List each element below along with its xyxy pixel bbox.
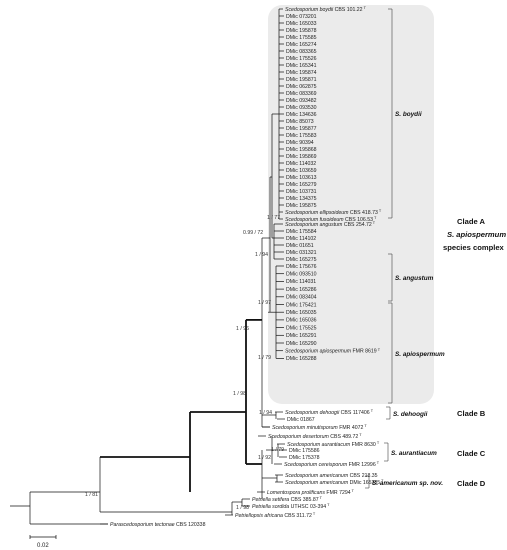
clade-label-apiospermum: S. apiospermum — [395, 351, 445, 358]
support-value: 0.99 / 72 — [243, 230, 263, 236]
tip-label: DMic 114031 — [286, 279, 316, 285]
tip-label: DMic 175586 — [289, 448, 320, 454]
scale-bar-label: 0.02 — [37, 543, 49, 549]
tip-label: Scedosporium fusoideum CBS 106.53 T — [285, 216, 377, 223]
tip-label: DMic 165033 — [286, 21, 317, 27]
tip-label: Scedosporium apiospermum FMR 8619 T — [285, 348, 381, 355]
clade-label-aurantiacum: S. aurantiacum — [391, 450, 437, 457]
tip-label: DMic 073201 — [286, 14, 317, 20]
tip-label: DMic 165288 — [286, 356, 317, 362]
clade-label-boydii: S. boydii — [395, 111, 422, 118]
support-value: 1 / 79 — [271, 447, 284, 453]
tip-label: Scedosporium americanum CBS 218.35 — [285, 473, 378, 479]
tip-label: Scedosporium desertorum CBS 489.72 T — [268, 433, 362, 440]
tip-label: DMic 165275 — [286, 257, 317, 263]
tip-label: DMic 195875 — [286, 203, 317, 209]
tip-label: DMic 165035 — [286, 310, 317, 316]
clade-group-d: Clade D — [457, 479, 486, 488]
tip-label: DMic 093530 — [286, 105, 317, 111]
tip-label: DMic 01651 — [286, 243, 314, 249]
tip-label: DMic 165036 — [286, 318, 317, 324]
clade-label-angustum: S. angustum — [395, 275, 434, 282]
tip-label: Petriella sordida UTHSC 03-394 T — [252, 503, 330, 510]
support-values: 1 / 77 0.99 / 72 1 / 94 1 / 97 1 / 96 1 … — [85, 215, 284, 511]
tip-label: DMic 175583 — [286, 133, 317, 139]
tree-branches — [10, 8, 287, 525]
tip-label: DMic 134636 — [286, 112, 317, 118]
support-value: 1 / 94 — [259, 410, 272, 416]
tip-label: DMic 062875 — [286, 84, 317, 90]
support-value: 1 / 79 — [258, 355, 271, 361]
tip-label: DMic 114102 — [286, 236, 316, 242]
tip-label: DMic 083369 — [286, 91, 317, 97]
tip-label: DMic 175378 — [289, 455, 320, 461]
tip-label: DMic 103731 — [286, 189, 317, 195]
tip-label: DMic 175525 — [286, 325, 317, 331]
clade-group-b: Clade B — [457, 409, 486, 418]
tip-label: DMic 195878 — [286, 28, 317, 34]
tip-label: DMic 103659 — [286, 168, 317, 174]
tip-label: DMic 165341 — [286, 63, 317, 69]
tip-label: DMic 85073 — [286, 119, 314, 125]
tip-label: DMic 175421 — [286, 302, 317, 308]
tip-label: DMic 175676 — [286, 264, 317, 270]
support-value: 1 / 98 — [236, 505, 249, 511]
clade-group-a: Clade A — [457, 217, 486, 226]
support-value: 1 / 77 — [267, 215, 280, 221]
tip-label: DMic 083365 — [286, 49, 317, 55]
tip-label: DMic 175526 — [286, 56, 317, 62]
clade-label-dehoogii: S. dehoogii — [393, 411, 428, 418]
tip-label: DMic 103613 — [286, 175, 317, 181]
tip-label: DMic 195868 — [286, 147, 317, 153]
tip-label: DMic 01867 — [287, 417, 315, 423]
tip-label: DMic 165274 — [286, 42, 317, 48]
tip-label: DMic 195869 — [286, 154, 317, 160]
tip-label: Scedosporium boydii CBS 101.22 T — [285, 6, 367, 13]
tip-label: DMic 093482 — [286, 98, 317, 104]
tip-label: DMic 195877 — [286, 126, 317, 132]
tip-label: Parascedosporium tectonae CBS 120338 — [110, 522, 206, 528]
clade-brackets — [365, 8, 393, 489]
tip-label: DMic 031321 — [286, 250, 317, 256]
tip-label: DMic 90394 — [286, 140, 314, 146]
tip-label: Scedosporium angustum CBS 254.72 T — [285, 221, 376, 228]
tip-label: DMic 093510 — [286, 272, 317, 278]
tip-label: DMic 165291 — [286, 333, 317, 339]
tip-label: Scedosporium americanum DMic 165285 T — [285, 479, 384, 486]
tip-label: Scedosporium dehoogii CBS 117406 T — [285, 409, 374, 416]
tip-label: DMic 175584 — [286, 229, 317, 235]
species-complex-shading — [268, 5, 434, 404]
tip-label: Scedosporium minutisporum FMR 4072 T — [272, 424, 367, 431]
support-value: 1 / 98 — [233, 391, 246, 397]
tip-label: Scedosporium ellipsoideum CBS 418.73 T — [285, 209, 382, 216]
support-value: 1 / 81 — [85, 492, 98, 498]
clade-label-americanum: S. americanum sp. nov. — [372, 480, 443, 487]
tip-label: DMic 083404 — [286, 295, 317, 301]
tip-label: DMic 175585 — [286, 35, 317, 41]
species-complex-name: S. apiospermum — [447, 230, 506, 239]
tip-label: Petriella setifera CBS 385.87 T — [252, 496, 323, 503]
tip-label: DMic 134375 — [286, 196, 317, 202]
tip-label: DMic 195871 — [286, 77, 317, 83]
tip-label: DMic 114032 — [286, 161, 316, 167]
support-value: 1 / 94 — [255, 252, 268, 258]
tip-label: DMic 165290 — [286, 341, 317, 347]
tip-label: Scedosporium aurantiacum FMR 8630 T — [287, 441, 380, 448]
tip-label: Petriellopsis africana CBS 311.72 T — [235, 512, 316, 519]
support-value: 1 / 97 — [258, 300, 271, 306]
tip-label: Scedosporium cereisporum FMR 12996 T — [284, 461, 380, 468]
tip-label: DMic 165286 — [286, 287, 317, 293]
support-value: 1 / 96 — [236, 326, 249, 332]
clade-group-c: Clade C — [457, 449, 486, 458]
tip-label: Lomentospora prolificans FMR 7294 T — [267, 489, 355, 496]
support-value: 1 / 92 — [258, 455, 271, 461]
species-complex-suffix: species complex — [443, 243, 505, 252]
tip-label: DMic 165279 — [286, 182, 317, 188]
tip-label: DMic 195874 — [286, 70, 317, 76]
